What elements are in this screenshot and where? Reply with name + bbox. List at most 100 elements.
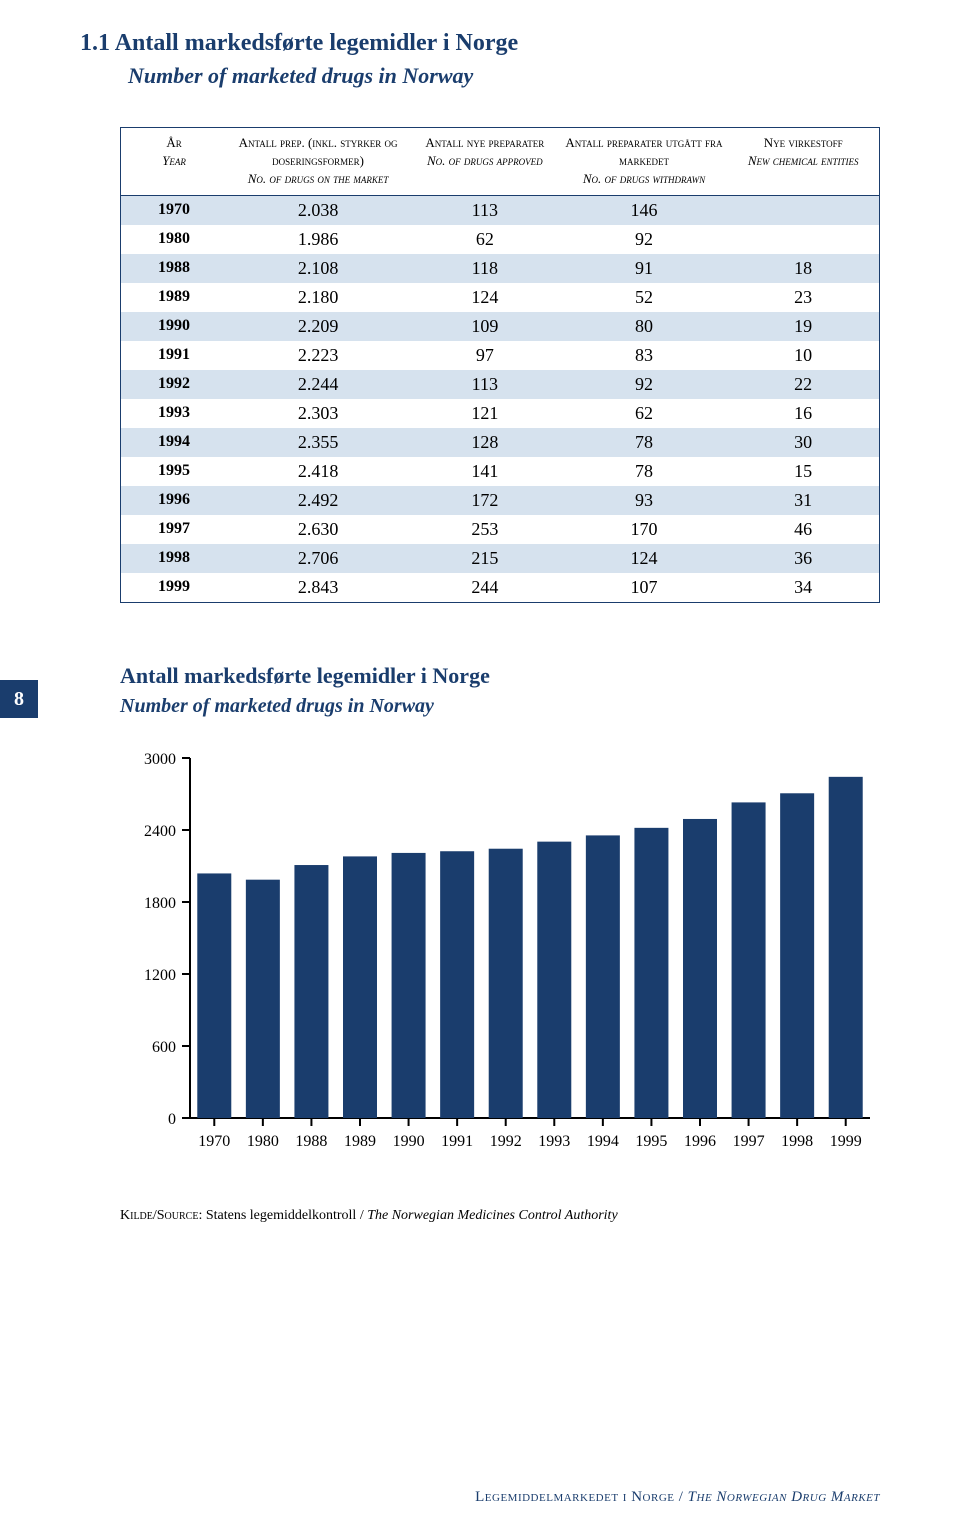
table-cell: 23	[727, 283, 879, 312]
table-cell: 2.180	[227, 283, 409, 312]
table-cell: 92	[561, 225, 728, 254]
table-cell: 78	[561, 457, 728, 486]
table-cell: 18	[727, 254, 879, 283]
table-row: 19922.2441139222	[121, 370, 879, 399]
table-col-header: Nye virkestoffNew chemical entities	[727, 128, 879, 195]
table-row: 19912.223978310	[121, 341, 879, 370]
table-cell: 1992	[121, 370, 227, 399]
table-col-header: Antall nye preparaterNo. of drugs approv…	[409, 128, 561, 195]
table-cell: 1993	[121, 399, 227, 428]
table-row: 19702.038113146	[121, 195, 879, 225]
table-cell: 2.108	[227, 254, 409, 283]
table-cell: 1999	[121, 573, 227, 602]
table-cell	[727, 195, 879, 225]
table-cell: 36	[727, 544, 879, 573]
svg-text:1988: 1988	[295, 1133, 327, 1150]
title-no: Antall markedsførte legemidler i Norge	[115, 30, 518, 56]
chart-section: Antall markedsførte legemidler i Norge N…	[120, 663, 880, 1168]
svg-text:1996: 1996	[684, 1133, 716, 1150]
table-cell: 1980	[121, 225, 227, 254]
source-note: Kilde/Source: Statens legemiddelkontroll…	[120, 1208, 880, 1224]
table-cell: 1996	[121, 486, 227, 515]
table-cell: 1990	[121, 312, 227, 341]
table-cell: 2.303	[227, 399, 409, 428]
source-en: The Norwegian Medicines Control Authorit…	[367, 1208, 617, 1223]
title-en: Number of marketed drugs in Norway	[128, 63, 473, 88]
table-cell: 2.355	[227, 428, 409, 457]
table-cell: 78	[561, 428, 728, 457]
table-cell: 1994	[121, 428, 227, 457]
data-table-wrap: ÅrYearAntall prep. (inkl. styrker og dos…	[120, 127, 880, 603]
svg-text:1990: 1990	[393, 1133, 425, 1150]
table-cell: 2.209	[227, 312, 409, 341]
svg-text:1999: 1999	[830, 1133, 862, 1150]
table-cell: 92	[561, 370, 728, 399]
table-cell: 2.843	[227, 573, 409, 602]
section-title: 1.1 Antall markedsførte legemidler i Nor…	[80, 30, 880, 57]
svg-text:1980: 1980	[247, 1133, 279, 1150]
table-col-header: ÅrYear	[121, 128, 227, 195]
svg-text:600: 600	[152, 1039, 176, 1056]
table-cell: 109	[409, 312, 561, 341]
table-row: 19942.3551287830	[121, 428, 879, 457]
svg-text:1200: 1200	[144, 967, 176, 984]
table-row: 19982.70621512436	[121, 544, 879, 573]
svg-text:1993: 1993	[538, 1133, 570, 1150]
table-cell: 2.038	[227, 195, 409, 225]
table-cell: 34	[727, 573, 879, 602]
table-row: 19972.63025317046	[121, 515, 879, 544]
table-cell: 128	[409, 428, 561, 457]
bar-chart: 0600120018002400300019701980198819891990…	[120, 748, 880, 1168]
table-cell: 124	[409, 283, 561, 312]
table-row: 19992.84324410734	[121, 573, 879, 602]
table-cell: 91	[561, 254, 728, 283]
section-number: 1.1	[80, 30, 110, 56]
svg-text:1991: 1991	[441, 1133, 473, 1150]
svg-text:1989: 1989	[344, 1133, 376, 1150]
table-cell: 146	[561, 195, 728, 225]
table-cell: 2.492	[227, 486, 409, 515]
table-cell: 2.706	[227, 544, 409, 573]
table-row: 19952.4181417815	[121, 457, 879, 486]
svg-text:0: 0	[168, 1111, 176, 1128]
table-cell: 107	[561, 573, 728, 602]
table-row: 19801.9866292	[121, 225, 879, 254]
table-cell: 244	[409, 573, 561, 602]
chart-title: Antall markedsførte legemidler i Norge	[120, 663, 880, 689]
svg-text:1994: 1994	[587, 1133, 619, 1150]
svg-text:1800: 1800	[144, 895, 176, 912]
page-footer: Legemiddelmarkedet i Norge / The Norwegi…	[475, 1489, 880, 1506]
table-cell: 1989	[121, 283, 227, 312]
footer-no: Legemiddelmarkedet i Norge	[475, 1489, 674, 1505]
table-cell: 93	[561, 486, 728, 515]
source-label: Kilde/Source:	[120, 1208, 202, 1223]
table-cell: 2.244	[227, 370, 409, 399]
data-table: ÅrYearAntall prep. (inkl. styrker og dos…	[121, 128, 879, 602]
table-cell: 62	[561, 399, 728, 428]
table-cell: 83	[561, 341, 728, 370]
table-cell: 19	[727, 312, 879, 341]
table-cell: 31	[727, 486, 879, 515]
table-cell: 15	[727, 457, 879, 486]
table-row: 19882.1081189118	[121, 254, 879, 283]
table-cell: 215	[409, 544, 561, 573]
chart-subtitle: Number of marketed drugs in Norway	[120, 695, 880, 718]
table-cell: 1970	[121, 195, 227, 225]
table-cell	[727, 225, 879, 254]
table-cell: 2.418	[227, 457, 409, 486]
table-cell: 121	[409, 399, 561, 428]
svg-text:1997: 1997	[733, 1133, 765, 1150]
page-number: 8	[14, 688, 24, 711]
table-cell: 30	[727, 428, 879, 457]
table-row: 19962.4921729331	[121, 486, 879, 515]
table-cell: 172	[409, 486, 561, 515]
table-cell: 253	[409, 515, 561, 544]
table-row: 19902.2091098019	[121, 312, 879, 341]
svg-text:1998: 1998	[781, 1133, 813, 1150]
table-col-header: Antall prep. (inkl. styrker og doserings…	[227, 128, 409, 195]
table-row: 19892.1801245223	[121, 283, 879, 312]
table-cell: 2.223	[227, 341, 409, 370]
svg-text:1970: 1970	[198, 1133, 230, 1150]
table-cell: 113	[409, 195, 561, 225]
table-cell: 2.630	[227, 515, 409, 544]
